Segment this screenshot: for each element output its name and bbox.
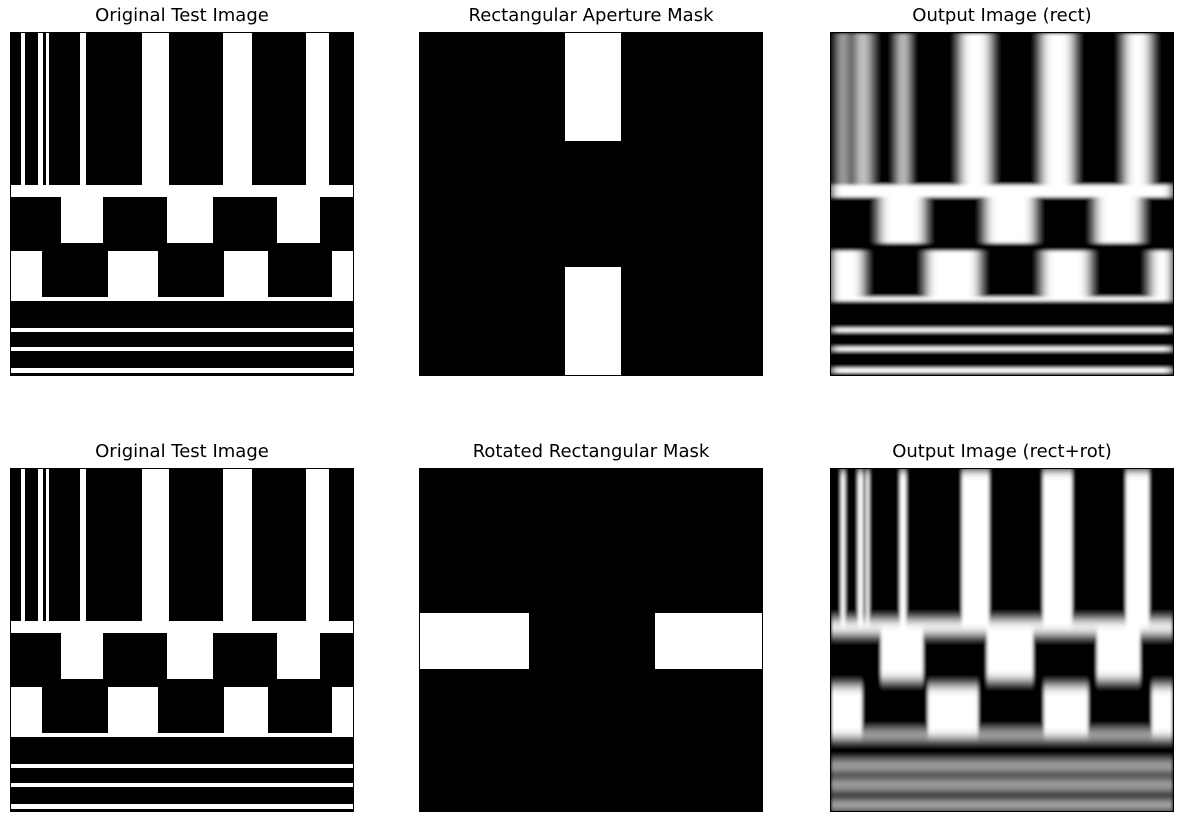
mask-image [420,469,762,811]
mask-image [420,33,762,375]
original-test-image [10,468,354,812]
rotated-rectangular-mask-image [419,468,763,812]
output-image-rect-rot [830,468,1174,812]
blurred-output-image [831,33,1173,375]
original-test-image [10,32,354,376]
test-pattern-image [11,469,353,811]
panel-title: Output Image (rect) [912,5,1092,26]
test-pattern-image [11,33,353,375]
panel-title: Original Test Image [95,5,269,26]
panel-title: Rotated Rectangular Mask [472,441,710,462]
rectangular-aperture-mask-image [419,32,763,376]
panel-title: Rectangular Aperture Mask [468,5,714,26]
panel-title: Output Image (rect+rot) [892,441,1112,462]
output-image-rect [830,32,1174,376]
panel-title: Original Test Image [95,441,269,462]
blurred-output-image [831,469,1173,811]
